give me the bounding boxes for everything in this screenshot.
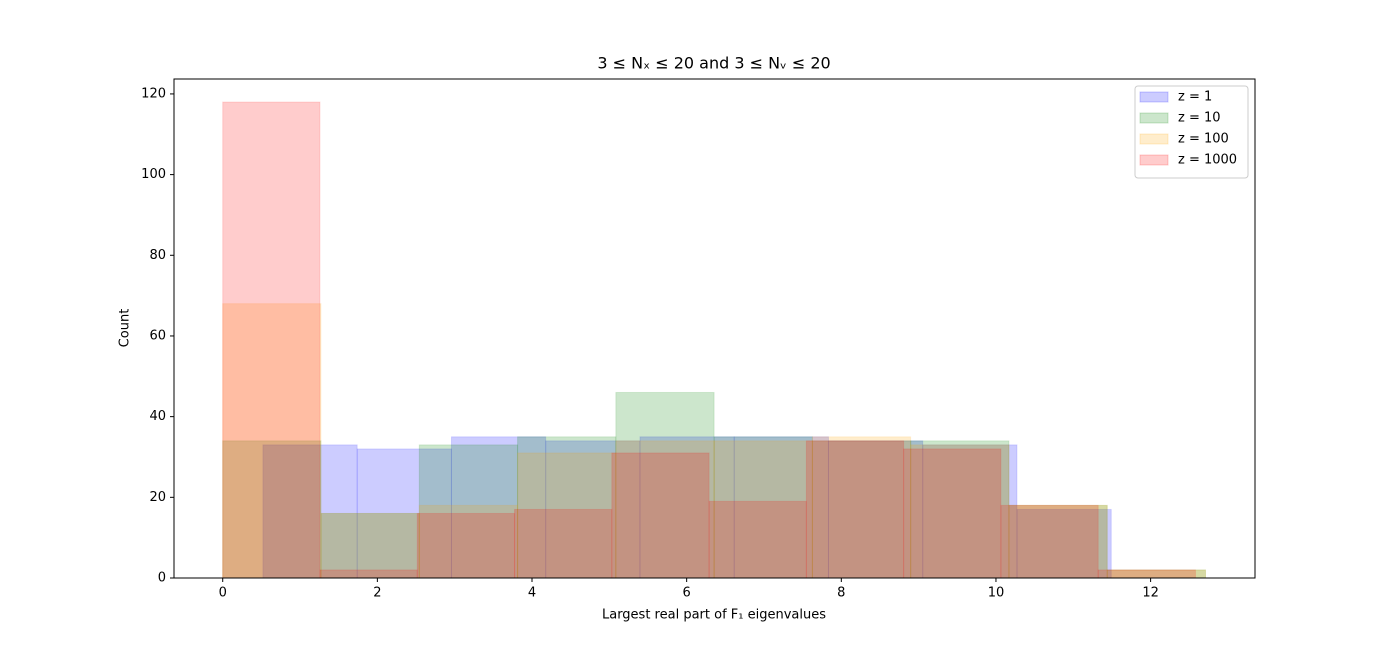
histogram-bar: [222, 440, 322, 579]
y-tick-label: 120: [141, 86, 166, 101]
legend-label: z = 1000: [1178, 153, 1237, 168]
legend-label: z = 100: [1178, 132, 1229, 147]
y-tick-label: 100: [141, 167, 166, 182]
x-tick-label: 6: [683, 586, 691, 601]
histogram-bar: [222, 303, 322, 579]
legend-frame: [1134, 85, 1249, 179]
histogram-bar: [416, 512, 516, 579]
x-tick-label: 0: [219, 586, 227, 601]
histogram-bar: [418, 444, 519, 579]
histogram-bar: [222, 101, 321, 579]
x-tick-label: 4: [528, 586, 536, 601]
histogram-bar: [356, 448, 452, 579]
histogram-bar: [811, 440, 912, 579]
histogram-bar: [922, 444, 1018, 579]
histogram-bar: [615, 440, 715, 579]
plot-area: [222, 101, 1207, 579]
y-tick-label: 60: [149, 328, 166, 343]
histogram-bar: [910, 440, 1010, 579]
histogram-bar: [517, 452, 617, 579]
legend-swatch: [1139, 91, 1169, 103]
y-tick-label: 0: [158, 571, 166, 586]
histogram-bar: [1000, 504, 1099, 579]
x-tick-label: 8: [837, 586, 845, 601]
histogram-bar: [708, 500, 807, 579]
histogram-bar: [262, 444, 358, 579]
histogram-bar: [514, 508, 613, 579]
legend-swatch: [1139, 154, 1169, 166]
histogram-bar: [713, 436, 813, 579]
histogram-bar: [733, 436, 829, 579]
histogram-bar: [615, 391, 715, 579]
histogram-bar: [1097, 569, 1196, 579]
histogram-bar: [903, 448, 1002, 579]
x-tick-label: 12: [1142, 586, 1159, 601]
histogram-bar: [319, 569, 418, 579]
y-tick-label: 40: [149, 409, 166, 424]
axes-frame: [173, 78, 1256, 579]
histogram-bar: [811, 436, 912, 579]
legend-label: z = 1: [1178, 90, 1212, 105]
histogram-bar: [713, 440, 813, 579]
histogram-bar: [910, 444, 1010, 579]
histogram-bar: [320, 512, 420, 579]
histogram-bar: [418, 504, 519, 579]
chart-title: 3 ≤ Nₓ ≤ 20 and 3 ≤ Nᵥ ≤ 20: [597, 54, 830, 73]
x-tick-label: 2: [373, 586, 381, 601]
legend-swatch: [1139, 133, 1169, 145]
y-axis-label: Count: [118, 309, 133, 348]
histogram-bar: [320, 512, 420, 579]
histogram-bar: [517, 436, 617, 579]
histogram-bar: [1008, 504, 1108, 579]
histogram-bar: [805, 440, 905, 579]
histogram-bar: [450, 436, 547, 579]
legend-label: z = 10: [1178, 111, 1221, 126]
legend-swatch: [1139, 112, 1169, 124]
y-tick-label: 20: [149, 490, 166, 505]
histogram-bar: [545, 440, 641, 579]
histogram-bar: [639, 436, 735, 579]
x-axis-label: Largest real part of F₁ eigenvalues: [602, 608, 826, 623]
legend: z = 1 z = 10 z = 100 z = 1000: [1134, 85, 1249, 179]
histogram-bar: [611, 452, 710, 579]
y-tick-label: 80: [149, 248, 166, 263]
x-tick-label: 10: [988, 586, 1005, 601]
histogram-bar: [1008, 504, 1108, 579]
